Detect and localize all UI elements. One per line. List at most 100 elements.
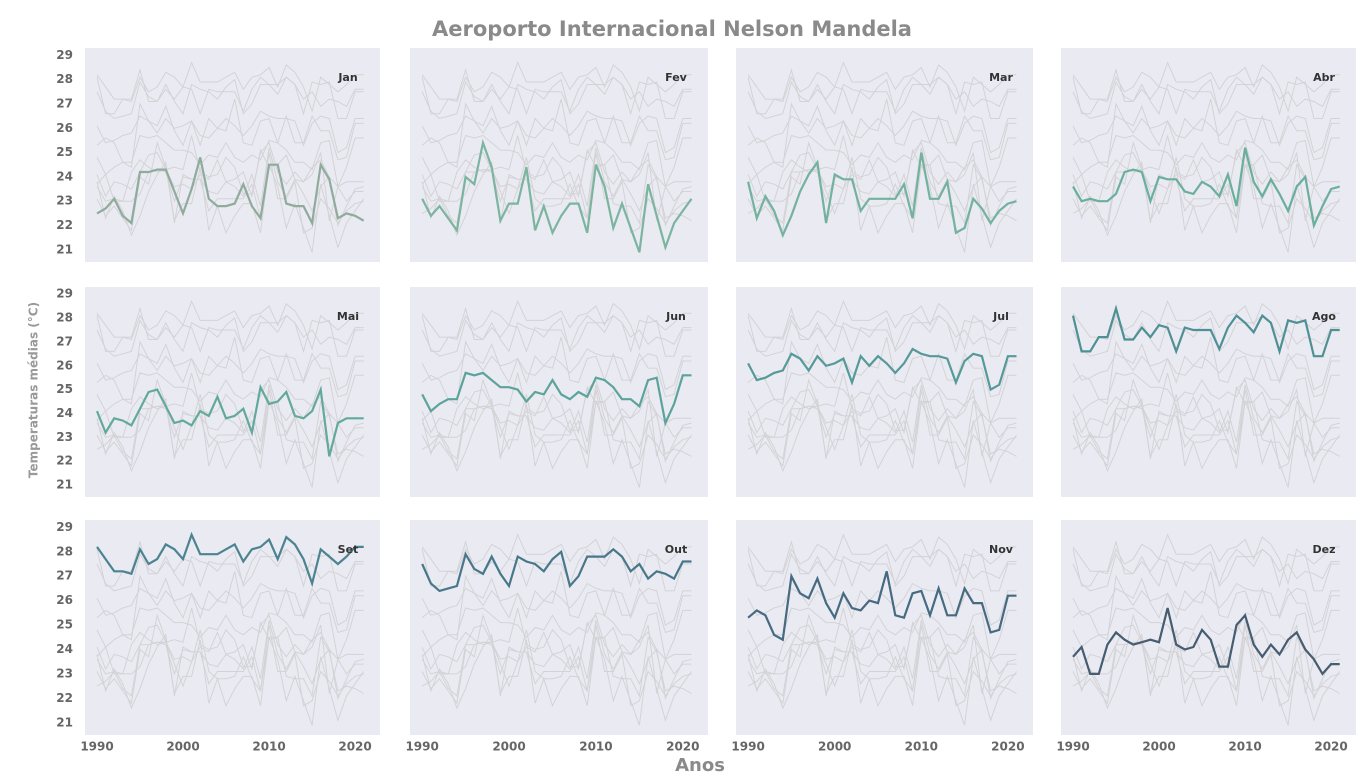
panel-label: Jan — [337, 71, 357, 84]
background-line — [1072, 621, 1340, 694]
y-tick-label: 22 — [56, 454, 73, 468]
background-line — [96, 152, 364, 237]
y-tick-label: 28 — [56, 544, 73, 558]
background-line — [747, 61, 1017, 113]
x-tick-label: 2000 — [166, 740, 199, 754]
background-line — [747, 389, 1017, 473]
background-line — [421, 389, 692, 473]
background-line — [1072, 135, 1340, 203]
x-tick-label: 2010 — [579, 740, 612, 754]
background-line — [96, 348, 364, 391]
background-line — [421, 148, 692, 221]
y-tick-label: 21 — [56, 478, 73, 492]
background-line — [421, 336, 692, 405]
background-line — [421, 613, 692, 726]
x-tick-label: 2010 — [252, 740, 285, 754]
background-line — [747, 372, 1017, 425]
background-line — [1072, 389, 1340, 473]
highlight-line — [95, 383, 364, 457]
background-line — [1072, 157, 1340, 225]
panel-label: Mar — [989, 71, 1013, 84]
background-line — [747, 613, 1017, 726]
y-tick-label: 28 — [56, 311, 73, 325]
background-line — [1072, 629, 1340, 698]
background-line — [1072, 98, 1340, 169]
background-line — [747, 98, 1017, 168]
background-line — [1072, 548, 1340, 592]
background-line — [96, 61, 364, 113]
y-tick-label: 27 — [56, 569, 73, 583]
highlight-line — [747, 571, 1017, 642]
panel-label: Ago — [1312, 310, 1336, 323]
background-line — [96, 548, 364, 592]
panel-label: Out — [665, 543, 687, 556]
background-line — [96, 378, 365, 488]
highlight-line — [747, 347, 1017, 392]
background-line — [421, 384, 692, 463]
background-line — [1072, 140, 1341, 253]
y-tick-label: 29 — [56, 287, 73, 301]
background-line — [747, 385, 1017, 457]
highlight-line — [96, 531, 364, 588]
x-tick-label: 2020 — [1314, 740, 1347, 754]
background-line — [96, 607, 364, 675]
background-line — [747, 620, 1017, 701]
background-line — [747, 621, 1017, 694]
background-line — [747, 582, 1017, 626]
x-tick-label: 1990 — [80, 740, 113, 754]
y-tick-label: 29 — [56, 520, 73, 534]
y-tick-label: 23 — [56, 194, 73, 208]
y-tick-label: 26 — [56, 358, 73, 372]
background-line — [747, 336, 1017, 405]
background-line — [1072, 378, 1341, 488]
background-line — [1072, 607, 1340, 661]
x-axis-label: Anos — [675, 755, 725, 776]
background-line — [96, 314, 364, 357]
panel-label: Jun — [665, 310, 686, 323]
background-line — [96, 148, 364, 221]
background-line — [421, 110, 692, 154]
background-line — [96, 147, 364, 228]
background-line — [747, 607, 1017, 675]
background-line — [1072, 134, 1340, 189]
background-line — [747, 384, 1017, 463]
background-line — [1072, 582, 1340, 626]
background-line — [747, 134, 1017, 189]
highlight-line — [421, 371, 692, 427]
background-line — [747, 157, 1017, 225]
y-tick-label: 25 — [56, 382, 73, 396]
background-line — [421, 378, 692, 488]
background-line — [96, 394, 364, 461]
y-tick-label: 27 — [56, 96, 73, 110]
background-line — [96, 299, 364, 351]
background-line — [96, 372, 364, 425]
y-tick-label: 24 — [56, 169, 73, 183]
background-line — [421, 372, 692, 439]
y-tick-label: 21 — [56, 242, 73, 256]
background-line — [96, 607, 364, 661]
background-line — [96, 135, 364, 203]
background-line — [421, 571, 692, 641]
panel-label: Fev — [665, 71, 688, 84]
background-line — [1072, 348, 1340, 391]
highlight-line — [1072, 607, 1340, 676]
background-line — [421, 134, 692, 189]
panel-label: Nov — [989, 543, 1014, 556]
background-line — [1072, 336, 1340, 405]
background-line — [747, 314, 1017, 357]
panel-label: Mai — [337, 310, 359, 323]
panel-label: Dez — [1313, 543, 1336, 556]
x-tick-label: 2020 — [666, 740, 699, 754]
x-tick-label: 2000 — [818, 740, 851, 754]
y-tick-label: 23 — [56, 430, 73, 444]
x-tick-label: 2000 — [1142, 740, 1175, 754]
background-line — [96, 389, 364, 473]
y-tick-label: 25 — [56, 145, 73, 159]
background-line — [421, 61, 692, 113]
highlight-line — [1071, 304, 1340, 358]
background-line — [747, 378, 1017, 488]
background-line — [421, 98, 692, 168]
background-line — [421, 385, 692, 457]
y-tick-label: 24 — [56, 642, 73, 656]
panel-label: Abr — [1313, 71, 1335, 84]
